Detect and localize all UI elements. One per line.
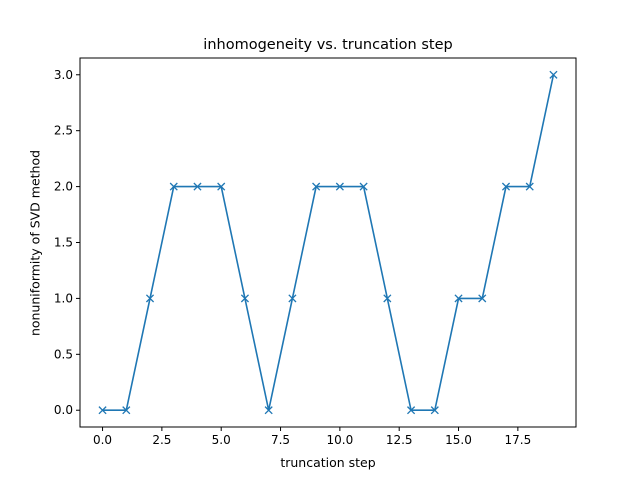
y-axis: 0.0 0.5 1.0 1.5 2.0 2.5 3.0 <box>54 68 80 417</box>
x-tick-label: 12.5 <box>386 433 413 447</box>
data-point-marker <box>122 406 131 415</box>
x-tick-label: 10.0 <box>327 433 354 447</box>
data-point-marker <box>383 294 392 303</box>
data-point-marker <box>264 406 273 415</box>
data-point-marker <box>145 294 155 303</box>
y-tick-label: 1.0 <box>54 291 73 305</box>
y-tick-label: 0.5 <box>54 347 73 361</box>
data-point-marker <box>240 294 249 303</box>
x-tick-label: 17.5 <box>504 433 531 447</box>
x-tick-label: 0.0 <box>93 433 112 447</box>
data-point-marker <box>430 406 439 415</box>
data-point-marker <box>525 182 534 191</box>
x-tick-label: 2.5 <box>152 433 171 447</box>
data-point-marker <box>454 294 463 303</box>
x-axis: 0.0 2.5 5.0 7.5 10.0 12.5 15.0 17.5 <box>93 427 531 447</box>
data-point-marker <box>217 182 226 191</box>
y-axis-label: nonuniformity of SVD method <box>28 150 43 336</box>
plot-area <box>98 70 558 415</box>
y-tick-label: 3.0 <box>54 68 73 82</box>
y-tick-label: 1.5 <box>54 236 73 250</box>
data-point-marker <box>359 182 368 191</box>
data-point-marker <box>312 182 321 191</box>
y-tick-label: 2.0 <box>54 180 73 194</box>
chart-title: inhomogeneity vs. truncation step <box>203 37 452 53</box>
data-point-marker <box>407 406 416 415</box>
data-point-marker <box>335 182 344 191</box>
x-axis-label: truncation step <box>280 455 375 470</box>
x-tick-label: 5.0 <box>212 433 231 447</box>
data-point-marker <box>478 294 487 303</box>
data-point-marker <box>288 294 297 303</box>
y-tick-label: 2.5 <box>54 124 73 138</box>
series-line <box>102 74 555 412</box>
data-point-marker <box>98 406 107 415</box>
data-point-marker <box>501 182 511 191</box>
data-point-marker <box>193 182 202 191</box>
x-tick-label: 15.0 <box>445 433 472 447</box>
data-point-marker <box>549 70 558 79</box>
data-point-marker <box>169 182 178 191</box>
x-tick-label: 7.5 <box>271 433 290 447</box>
y-tick-label: 0.0 <box>54 403 73 417</box>
